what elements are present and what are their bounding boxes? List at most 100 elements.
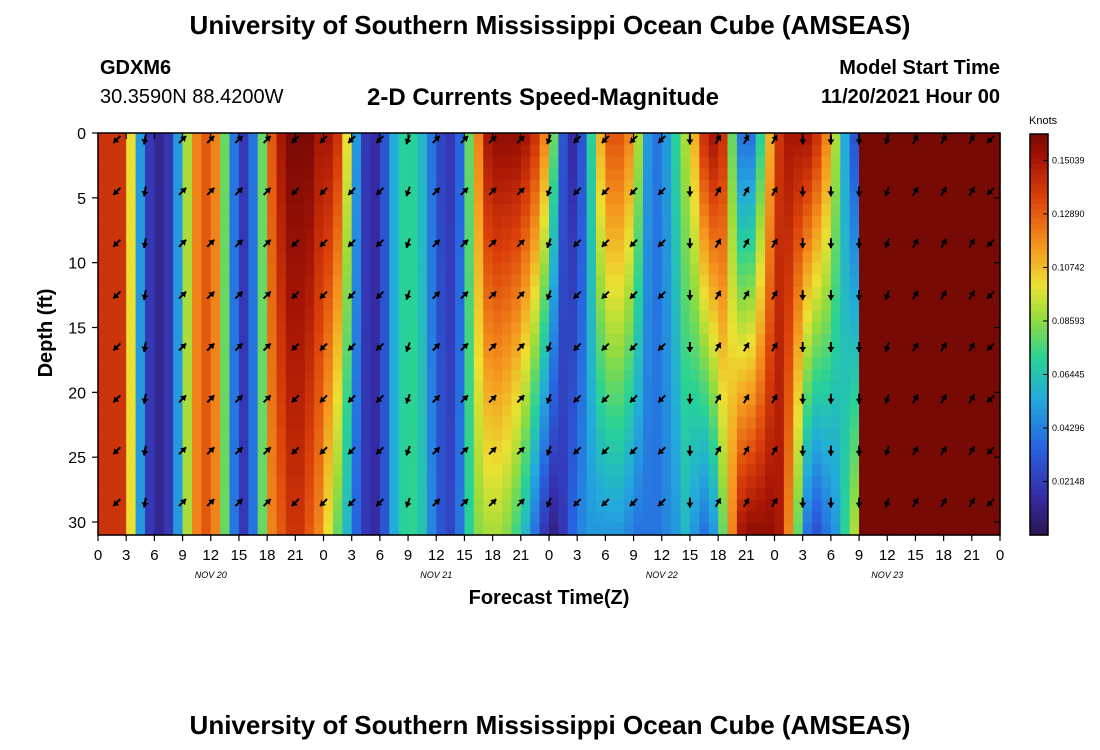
- heatmap-cell: [680, 239, 691, 252]
- heatmap-cell: [426, 286, 437, 300]
- heatmap-cell: [116, 334, 127, 347]
- heatmap-cell: [285, 298, 296, 311]
- heatmap-cell: [840, 322, 851, 335]
- current-vector-arrow: [206, 342, 216, 352]
- heatmap-cell: [595, 452, 606, 465]
- heatmap-cell: [267, 334, 278, 347]
- heatmap-cell: [962, 428, 973, 442]
- heatmap-cell: [934, 511, 945, 524]
- heatmap-cell: [389, 274, 400, 288]
- heatmap-cell: [849, 428, 860, 442]
- current-vector-arrow: [545, 341, 553, 353]
- current-vector-arrow: [714, 238, 722, 249]
- heatmap-cell: [840, 144, 851, 158]
- heatmap-cell: [154, 452, 165, 465]
- current-vector-arrow: [291, 446, 300, 455]
- heatmap-cell: [821, 322, 832, 335]
- current-vector-arrow: [657, 394, 667, 404]
- heatmap-cell: [530, 369, 541, 382]
- heatmap-cell: [492, 369, 503, 382]
- heatmap-cell: [558, 475, 569, 489]
- heatmap-cell: [417, 440, 428, 453]
- heatmap-cell: [135, 251, 146, 264]
- heatmap-cell: [558, 310, 569, 323]
- heatmap-cell: [586, 310, 597, 323]
- heatmap-cell: [379, 192, 390, 205]
- heatmap-cell: [248, 345, 259, 359]
- current-vector-arrow: [572, 238, 582, 248]
- heatmap-cell: [135, 345, 146, 359]
- current-vector-arrow: [855, 393, 863, 404]
- heatmap-cell: [830, 239, 841, 252]
- heatmap-cell: [464, 334, 475, 347]
- heatmap-cell: [793, 322, 804, 335]
- heatmap-cell: [98, 263, 118, 276]
- heatmap-cell: [671, 464, 682, 477]
- heatmap-cell: [530, 404, 541, 418]
- heatmap-cell: [558, 322, 569, 335]
- heatmap-cell: [304, 393, 315, 406]
- heatmap-cell: [135, 393, 146, 406]
- heatmap-cell: [943, 133, 954, 146]
- heatmap-cell: [126, 440, 137, 453]
- heatmap-cell: [567, 393, 578, 406]
- heatmap-cell: [633, 215, 644, 229]
- heatmap-cell: [558, 381, 569, 394]
- heatmap-cell: [887, 203, 898, 217]
- heatmap-cell: [229, 251, 240, 264]
- heatmap-cell: [539, 440, 550, 453]
- heatmap-cell: [126, 523, 137, 536]
- heatmap-cell: [530, 251, 541, 264]
- heatmap-cell: [483, 168, 494, 181]
- heatmap-cell: [417, 357, 428, 371]
- heatmap-cell: [605, 156, 616, 170]
- heatmap-cell: [173, 274, 184, 288]
- heatmap-cell: [492, 487, 503, 501]
- heatmap-cell: [436, 168, 447, 181]
- heatmap-cell: [981, 523, 992, 536]
- x-tick-label: 0: [770, 547, 778, 564]
- heatmap-cell: [191, 523, 202, 536]
- heatmap-cell: [229, 404, 240, 418]
- heatmap-cell: [971, 239, 982, 252]
- heatmap-cell: [248, 180, 259, 193]
- heatmap-cell: [351, 239, 362, 252]
- heatmap-cell: [953, 428, 964, 442]
- heatmap-cell: [163, 345, 174, 359]
- heatmap-cell: [765, 274, 776, 288]
- heatmap-cell: [539, 381, 550, 394]
- heatmap-cell: [633, 345, 644, 359]
- heatmap-cell: [173, 310, 184, 323]
- heatmap-cell: [652, 192, 663, 205]
- heatmap-cell: [201, 452, 212, 465]
- heatmap-cell: [633, 369, 644, 382]
- current-vector-arrow: [629, 342, 638, 352]
- heatmap-cell: [840, 393, 851, 406]
- heatmap-cell: [473, 511, 484, 524]
- heatmap-cell: [511, 263, 522, 276]
- heatmap-cell: [332, 180, 343, 193]
- heatmap-cell: [220, 322, 231, 335]
- heatmap-cell: [586, 168, 597, 181]
- heatmap-cell: [173, 133, 184, 146]
- heatmap-cell: [802, 487, 813, 501]
- heatmap-cell: [567, 298, 578, 311]
- heatmap-cell: [840, 499, 851, 512]
- heatmap-cell: [370, 227, 381, 241]
- heatmap-cell: [793, 523, 804, 536]
- heatmap-cell: [154, 298, 165, 311]
- heatmap-cell: [699, 274, 710, 288]
- heatmap-cell: [154, 404, 165, 418]
- heatmap-cell: [154, 487, 165, 501]
- current-vector-arrow: [319, 394, 328, 404]
- current-vector-arrow: [742, 497, 750, 508]
- heatmap-cell: [210, 428, 221, 442]
- heatmap-cell: [473, 440, 484, 453]
- heatmap-cell: [642, 251, 653, 264]
- heatmap-cell: [727, 310, 738, 323]
- heatmap-cell: [210, 156, 221, 170]
- heatmap-cell: [614, 239, 625, 252]
- heatmap-cell: [624, 251, 635, 264]
- heatmap-cell: [144, 263, 155, 276]
- heatmap-cell: [511, 440, 522, 453]
